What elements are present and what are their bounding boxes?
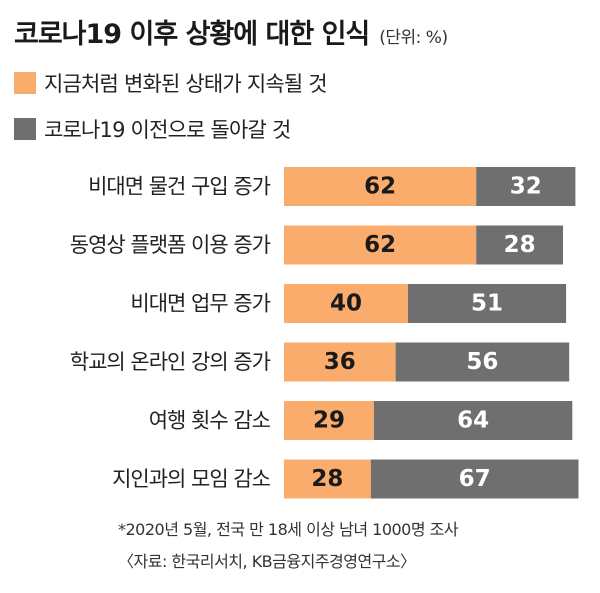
bar-segment xyxy=(408,284,567,323)
category-label: 학교의 온라인 강의 증가 xyxy=(70,350,271,374)
data-label: 32 xyxy=(510,174,542,200)
data-label: 62 xyxy=(364,174,396,200)
bar-segment xyxy=(284,342,396,382)
legend-swatch-return xyxy=(14,118,36,140)
data-label: 67 xyxy=(459,466,491,492)
bar-segment xyxy=(476,225,563,265)
bar-segment xyxy=(395,342,570,382)
data-label: 56 xyxy=(466,349,498,375)
stacked-bar-chart: 비대면 물건 구입 증가 62 32 동영상 플랫폼 이용 증가 62 28 비대면 업무 … xyxy=(70,167,579,499)
legend-label-return: 코로나19 이전으로 돌아갈 것 xyxy=(44,118,291,142)
category-label: 비대면 물건 구입 증가 xyxy=(88,175,271,199)
bar-segment xyxy=(476,167,576,206)
category-label: 지인과의 모임 감소 xyxy=(112,467,271,491)
legend-item-continue: 지금처럼 변화된 상태가 지속될 것 xyxy=(14,68,328,98)
bar-segment xyxy=(284,225,477,265)
category-label: 여행 횟수 감소 xyxy=(149,409,271,433)
legend-label-continue: 지금처럼 변화된 상태가 지속될 것 xyxy=(44,72,328,96)
bar-segment xyxy=(370,459,579,499)
bar-segment xyxy=(284,401,374,440)
data-label: 62 xyxy=(364,232,396,258)
category-label: 비대면 업무 증가 xyxy=(130,292,270,316)
category-label: 동영상 플랫폼 이용 증가 xyxy=(70,233,271,257)
bar-segment xyxy=(284,459,371,499)
unit-label: (단위: %) xyxy=(379,28,448,48)
data-label: 29 xyxy=(313,408,345,434)
data-label: 28 xyxy=(504,232,536,258)
bar-segment xyxy=(373,401,573,440)
source-note: 〈자료: 한국리서치, KB금융지주경영연구소〉 xyxy=(118,552,416,571)
data-label: 36 xyxy=(324,349,356,375)
legend-item-return: 코로나19 이전으로 돌아갈 것 xyxy=(14,114,291,144)
data-label: 64 xyxy=(457,408,489,434)
bar-segment xyxy=(284,284,408,323)
legend-swatch-continue xyxy=(14,72,36,94)
data-label: 51 xyxy=(471,291,503,317)
data-label: 28 xyxy=(311,466,343,492)
title-row: 코로나19 이후 상황에 대한 인식 (단위: %) xyxy=(14,12,448,51)
footnote: *2020년 5월, 전국 만 18세 이상 남녀 1000명 조사 xyxy=(118,520,459,539)
chart-title: 코로나19 이후 상황에 대한 인식 xyxy=(14,19,370,50)
bar-segment xyxy=(284,167,477,206)
data-label: 40 xyxy=(330,291,362,317)
